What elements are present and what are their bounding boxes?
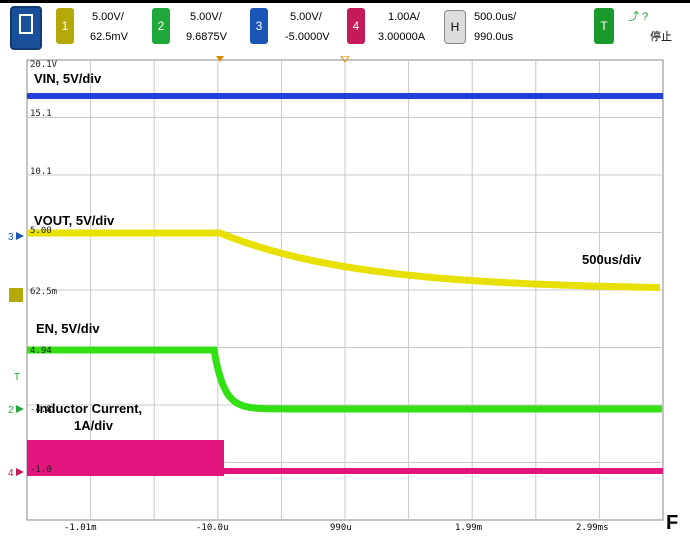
grid-label-top: 20.1V bbox=[30, 60, 58, 70]
x-tick-label: 1.99m bbox=[455, 523, 483, 533]
x-tick-label: -1.01m bbox=[64, 523, 97, 533]
menu-icon[interactable] bbox=[10, 6, 42, 50]
svg-text:3: 3 bbox=[8, 232, 14, 243]
grid-label-15: 15.1 bbox=[30, 109, 52, 119]
trigger-position-marker bbox=[216, 56, 224, 62]
delay-marker bbox=[340, 56, 350, 63]
waveform-display: 3 T 2 4 bbox=[8, 56, 664, 521]
x-tick-label: -10.0u bbox=[196, 523, 229, 533]
ch2-ground-marker: 2 bbox=[8, 405, 24, 416]
ch4-ground-marker: 4 bbox=[8, 468, 24, 479]
vout-label: VOUT, 5V/div bbox=[34, 213, 115, 228]
grid-label-neg1: -1.0 bbox=[30, 465, 52, 475]
channel-toolbar: 1 5.00V/ 62.5mV 2 5.00V/ 9.6875V 3 5.00V… bbox=[0, 0, 690, 56]
ch3-scale: 5.00V/ bbox=[290, 11, 322, 23]
ch4-badge[interactable]: 4 bbox=[347, 8, 365, 44]
horizontal-scale: 500.0us/ bbox=[474, 11, 517, 23]
grid-label-494: 4.94 bbox=[30, 346, 52, 356]
ch4-scale: 1.00A/ bbox=[388, 11, 420, 23]
trigger-badge[interactable]: T bbox=[594, 8, 614, 44]
trigger-level-marker: T bbox=[14, 372, 20, 383]
inductor-label-line1: Inductor Current, bbox=[36, 401, 143, 416]
top-rule bbox=[0, 0, 690, 3]
grid-label-62m: 62.5m bbox=[30, 287, 58, 297]
ch1-scale: 5.00V/ bbox=[92, 11, 124, 23]
inductor-switching-trace bbox=[27, 440, 224, 476]
ch3-ground-marker: 3 bbox=[8, 232, 24, 243]
x-tick-label: 990u bbox=[330, 523, 352, 533]
svg-text:4: 4 bbox=[8, 468, 14, 479]
ch1-ground-marker bbox=[9, 288, 23, 302]
footer-mark: F bbox=[666, 512, 679, 534]
en-label: EN, 5V/div bbox=[36, 321, 100, 336]
grid-label-neg48: -4.8 bbox=[30, 405, 52, 415]
ch2-badge[interactable]: 2 bbox=[152, 8, 170, 44]
timebase-label: 500us/div bbox=[582, 252, 642, 267]
ch2-offset: 9.6875V bbox=[186, 31, 227, 43]
vout-trace bbox=[27, 229, 660, 291]
vin-label: VIN, 5V/div bbox=[34, 71, 102, 86]
grid-label-10: 10.1 bbox=[30, 167, 52, 177]
ch4-offset: 3.00000A bbox=[378, 31, 426, 43]
ch1-offset: 62.5mV bbox=[90, 31, 128, 43]
ch1-badge[interactable]: 1 bbox=[56, 8, 74, 44]
trigger-edge-icon: ⤴ ? bbox=[628, 11, 649, 23]
inductor-label-line2: 1A/div bbox=[74, 418, 114, 433]
svg-text:T: T bbox=[14, 372, 20, 383]
horizontal-delay: 990.0us bbox=[474, 31, 514, 43]
en-trace bbox=[27, 346, 662, 413]
ch3-offset: -5.0000V bbox=[285, 31, 330, 43]
run-status: 停止 bbox=[650, 31, 672, 43]
svg-text:2: 2 bbox=[8, 405, 14, 416]
horizontal-button[interactable]: H bbox=[444, 10, 466, 44]
grid-label-5: 5.00 bbox=[30, 226, 52, 236]
ch2-scale: 5.00V/ bbox=[190, 11, 222, 23]
ch3-badge[interactable]: 3 bbox=[250, 8, 268, 44]
x-tick-label: 2.99ms bbox=[576, 523, 609, 533]
